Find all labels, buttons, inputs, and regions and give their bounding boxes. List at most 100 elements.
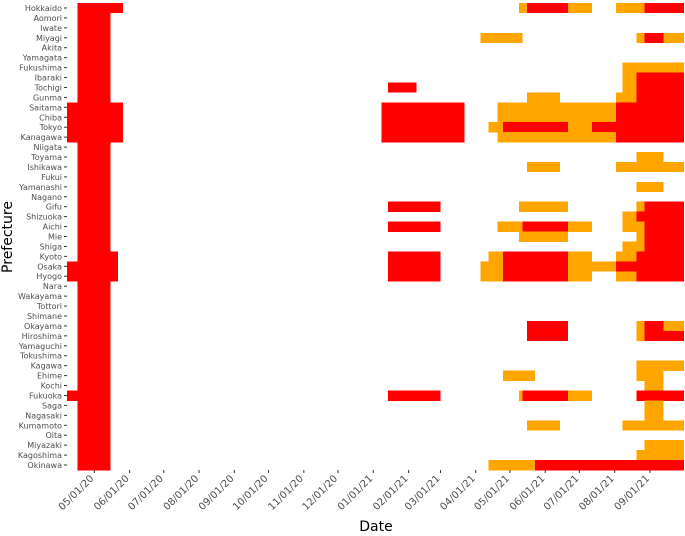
cell-akita-13 [77, 42, 111, 53]
cell-shizuoka-63 [636, 211, 685, 222]
cell-nagasaki-128 [77, 410, 111, 421]
cell-kumamoto-130 [77, 420, 111, 431]
x-axis-title: Date [359, 519, 392, 535]
cell-gunma-26 [615, 92, 637, 103]
cell-kumamoto-132 [622, 420, 685, 431]
cell-aichi-67 [522, 221, 568, 232]
cell-tochigi-22 [622, 82, 637, 93]
cell-tokyo-36 [67, 122, 123, 133]
cell-tokyo-39 [503, 122, 568, 133]
cell-kagoshima-137 [636, 450, 685, 461]
ytick-label-nara: Nara [43, 282, 62, 291]
cell-okayama-103 [527, 320, 568, 332]
cell-hokkaido-4 [615, 3, 645, 14]
cell-tochigi-23 [636, 82, 685, 93]
cell-hyogo-91 [67, 271, 119, 282]
cell-hyogo-94 [503, 271, 568, 282]
ytick-label-yamagata: Yamagata [22, 54, 63, 63]
cell-gunma-24 [77, 92, 111, 103]
cell-kyoto-81 [503, 251, 568, 262]
ytick-label-niigata: Niigata [34, 143, 63, 152]
cell-aichi-64 [77, 221, 111, 232]
ytick-label-fukushima: Fukushima [19, 64, 62, 73]
cell-shimane-101 [77, 311, 111, 322]
cell-tochigi-20 [77, 82, 111, 93]
cell-iwate-7 [77, 22, 111, 34]
cell-miyagi-12 [663, 32, 685, 44]
xtick-label-7: 12/01/20 [301, 473, 341, 513]
cell-ehime-116 [503, 370, 535, 381]
cell-fukuoka-123 [522, 390, 568, 401]
xtick-label-13: 06/01/21 [508, 473, 548, 513]
cell-miyagi-9 [480, 32, 523, 44]
cell-kyoto-82 [568, 251, 592, 262]
cell-aichi-65 [388, 221, 441, 232]
cell-miyagi-10 [636, 32, 645, 44]
xtick-label-11: 04/01/21 [438, 473, 478, 513]
ytick-label-tokyo: Tokyo [39, 123, 63, 132]
cell-tokyo-40 [568, 122, 592, 133]
ytick-label-okinawa: Okinawa [27, 461, 62, 470]
cell-mie-71 [77, 231, 111, 242]
cells-layer [67, 3, 685, 471]
ytick-label-shizuoka: Shizuoka [26, 213, 62, 222]
cell-hyogo-92 [388, 271, 441, 282]
ytick-label-aichi: Aichi [43, 223, 62, 232]
ytick-label-toyama: Toyama [30, 153, 62, 162]
ytick-label-gifu: Gifu [46, 203, 62, 212]
x-axis: 05/01/2006/01/2007/01/2008/01/2009/01/20… [57, 470, 652, 513]
cell-gifu-60 [644, 201, 685, 212]
cell-chiba-35 [615, 112, 685, 123]
cell-kochi-118 [77, 380, 111, 391]
ytick-label-ibaraki: Ibaraki [35, 74, 62, 83]
cell-osaka-85 [67, 261, 119, 272]
ytick-label-kumamoto: Kumamoto [19, 421, 62, 430]
cell-kagawa-113 [77, 360, 111, 371]
cell-nagano-55 [77, 191, 111, 203]
cell-ehime-117 [636, 370, 664, 381]
cell-wakayama-99 [77, 291, 111, 302]
xtick-label-14: 07/01/21 [542, 473, 582, 513]
cell-osaka-87 [480, 261, 504, 272]
cell-saga-126 [77, 400, 111, 411]
cell-okinawa-140 [534, 460, 685, 471]
cell-okayama-106 [663, 320, 685, 332]
ytick-label-tottori: Tottori [36, 302, 62, 311]
cell-saga-127 [644, 400, 664, 411]
cell-ishikawa-49 [77, 161, 111, 173]
cell-aomori-6 [77, 12, 111, 24]
ytick-label-fukui: Fukui [41, 173, 62, 182]
ytick-label-saga: Saga [42, 401, 62, 410]
ytick-label-yamaguchi: Yamaguchi [18, 342, 62, 351]
cell-chiba-33 [381, 112, 465, 123]
ytick-label-kagoshima: Kagoshima [18, 451, 62, 460]
cell-yamanashi-53 [77, 181, 111, 193]
cell-hyogo-93 [480, 271, 504, 282]
xtick-label-3: 08/01/20 [162, 473, 202, 513]
cell-hokkaido-0 [77, 3, 123, 14]
cell-okinawa-139 [488, 460, 535, 471]
cell-osaka-89 [568, 261, 616, 272]
cell-yamanashi-54 [636, 181, 664, 193]
xtick-label-8: 01/01/21 [336, 473, 376, 513]
cell-hiroshima-107 [77, 330, 111, 342]
cell-fukuoka-125 [636, 390, 685, 401]
y-axis-title: Prefecture [0, 201, 16, 273]
ytick-label-tokushima: Tokushima [19, 352, 62, 361]
ytick-label-mie: Mie [48, 233, 62, 242]
cell-saitama-28 [67, 102, 123, 113]
xtick-label-5: 10/01/20 [231, 473, 271, 513]
cell-kyoto-83 [615, 251, 637, 262]
ytick-label-nagasaki: Nagasaki [25, 411, 62, 420]
cell-toyama-48 [636, 152, 664, 163]
cell-hyogo-95 [568, 271, 592, 282]
cell-shizuoka-61 [77, 211, 111, 222]
cell-miyagi-8 [77, 32, 111, 44]
xtick-label-4: 09/01/20 [197, 473, 237, 513]
ytick-label-ishikawa: Ishikawa [27, 163, 62, 172]
cell-okayama-104 [636, 320, 645, 332]
cell-kanagawa-42 [67, 132, 123, 143]
ytick-label-iwate: Iwate [40, 24, 62, 33]
cell-hyogo-96 [615, 271, 637, 282]
